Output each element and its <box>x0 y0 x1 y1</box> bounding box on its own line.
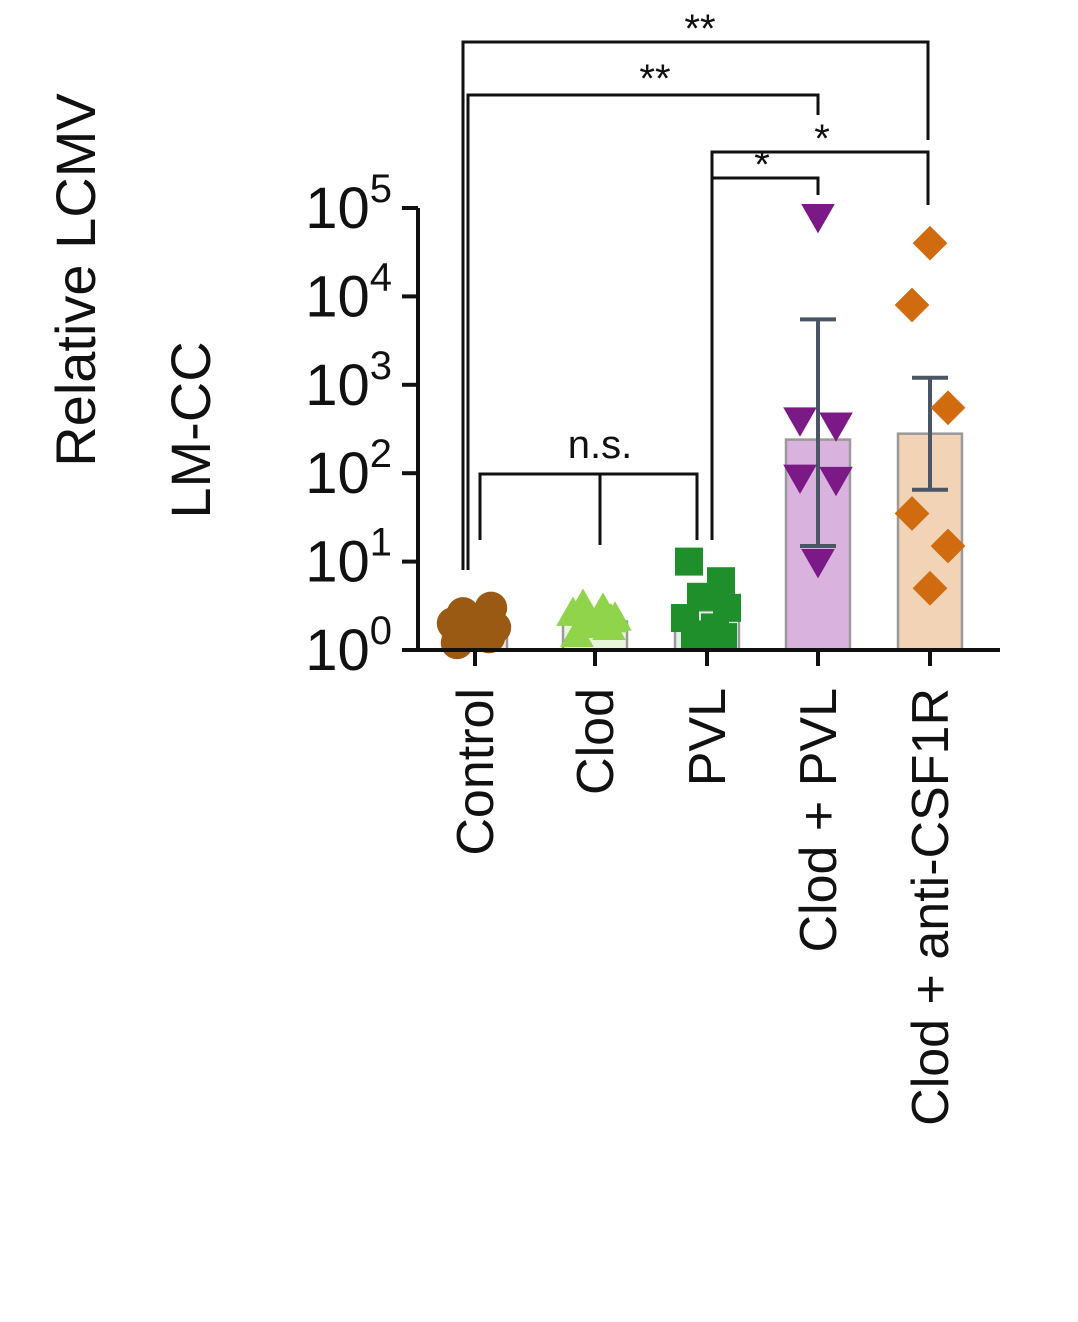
y-tick-label: 102 <box>305 432 392 506</box>
category-label: Control <box>447 688 505 856</box>
y-tick-label: 101 <box>305 521 392 595</box>
data-point-diamond <box>930 390 966 426</box>
significance-label: ** <box>684 7 715 51</box>
y-tick-label: 103 <box>305 344 392 418</box>
data-point-square <box>709 623 737 652</box>
significance-brackets: ******n.s. <box>461 7 930 570</box>
significance-bracket <box>710 176 820 540</box>
significance-label: n.s. <box>568 423 632 467</box>
significance-label: * <box>754 143 770 187</box>
significance-label: * <box>814 117 830 161</box>
x-axis-categories: Control Clod PVL Clod + PVL Clod + anti-CSF1… <box>447 688 960 1126</box>
data-point-diamond <box>912 225 948 261</box>
y-tick-label: 105 <box>305 167 392 241</box>
significance-label: ** <box>639 57 670 101</box>
axes <box>416 208 1000 666</box>
category-label: Clod <box>567 688 625 795</box>
data-point-diamond <box>930 528 966 564</box>
data-point-diamond <box>894 496 930 531</box>
data-point-triangle-up <box>566 588 600 618</box>
data-point-circle <box>474 591 508 625</box>
data-point-triangle-up <box>578 608 612 638</box>
y-tick-label: 100 <box>305 609 392 683</box>
error-bars <box>800 317 948 549</box>
y-axis-label-line-1: Relative LCMV <box>44 93 107 467</box>
data-point-triangle-down <box>783 464 817 495</box>
significance-bracket <box>478 472 699 540</box>
data-point-triangle-down <box>819 466 853 497</box>
data-points <box>436 203 966 660</box>
data-point-triangle-down <box>801 549 835 579</box>
y-axis-label-line-2: LM-CC <box>159 341 222 518</box>
category-label: PVL <box>679 688 737 786</box>
data-point-diamond <box>912 570 948 606</box>
data-point-triangle-down <box>783 407 817 437</box>
data-point-square <box>681 620 709 649</box>
data-point-diamond <box>894 287 930 323</box>
data-point-square <box>675 547 703 576</box>
data-point-triangle-down <box>801 203 835 234</box>
y-tick-label: 104 <box>305 255 392 329</box>
data-point-circle <box>442 605 476 638</box>
significance-bracket <box>461 40 930 570</box>
data-point-triangle-down <box>819 412 853 442</box>
category-label: Clod + anti-CSF1R <box>902 688 960 1126</box>
category-label: Clod + PVL <box>790 688 848 953</box>
y-axis-ticks: 100 101 102 103 104 105 <box>305 167 418 683</box>
significance-bracket <box>466 93 820 570</box>
